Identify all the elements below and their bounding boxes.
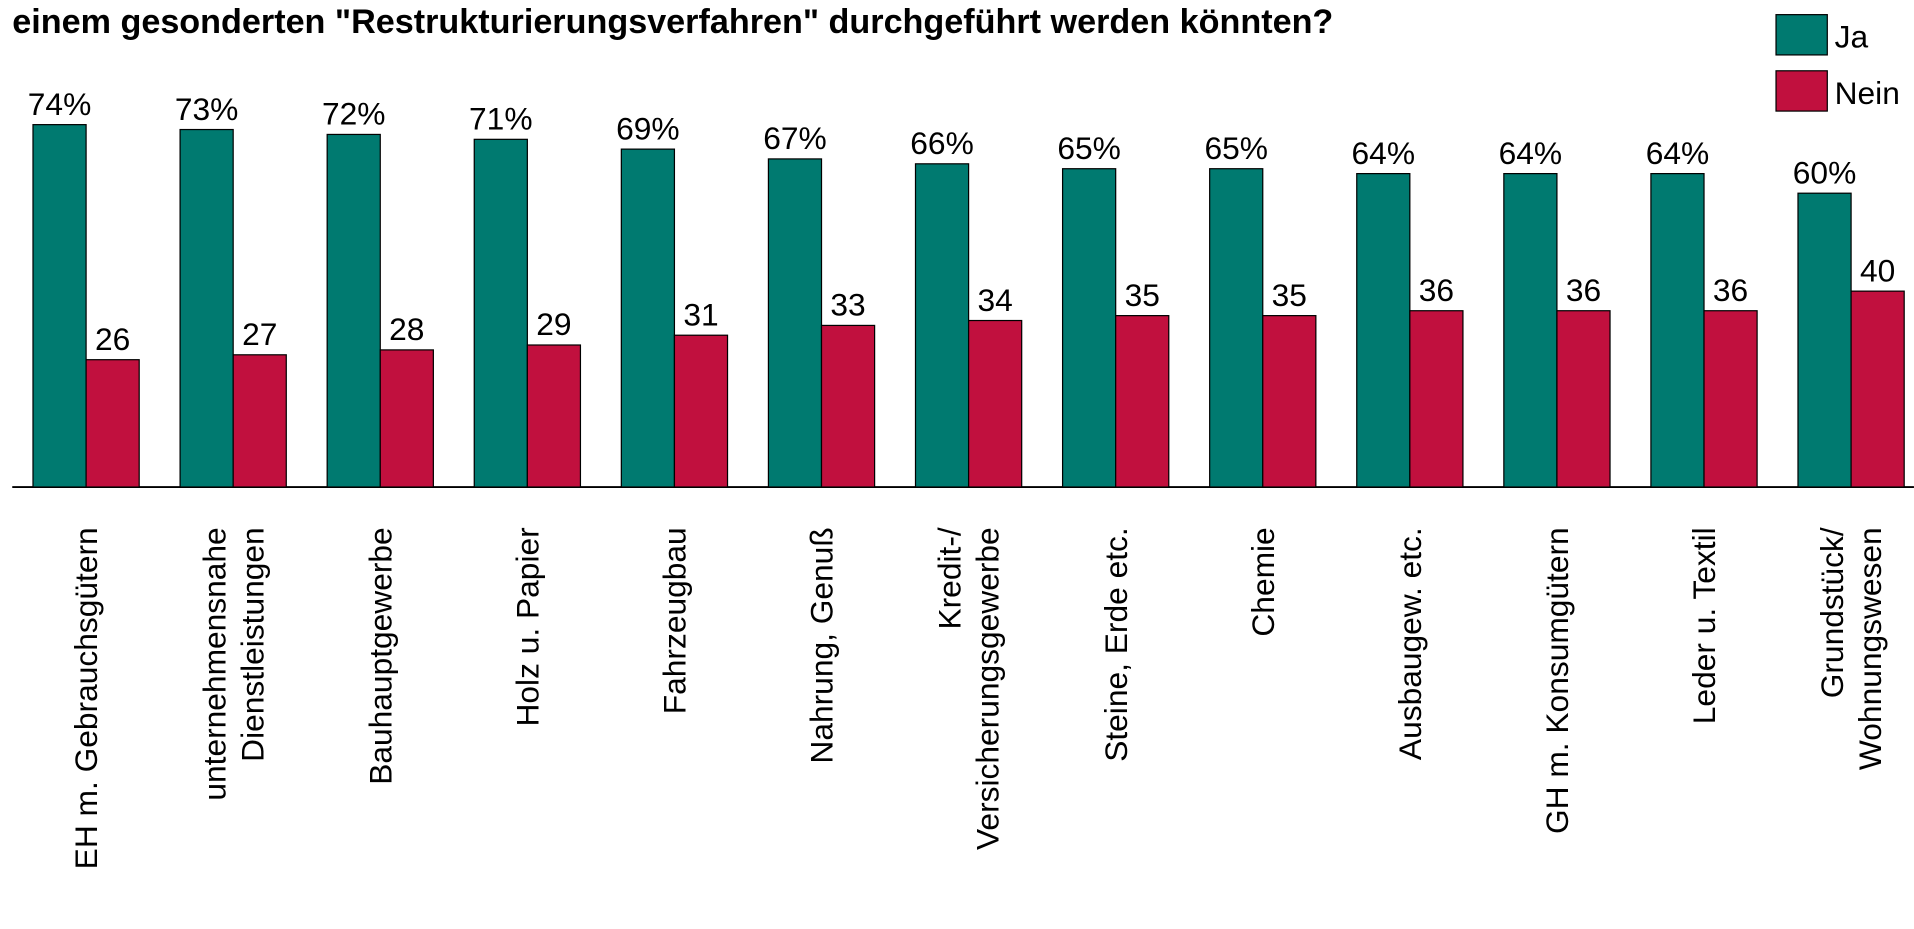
bar	[1650, 172, 1705, 488]
data-label: 33	[830, 287, 865, 323]
bar	[967, 319, 1023, 488]
x-tick-label: Steine, Erde etc.	[1098, 527, 1134, 762]
legend-swatch	[1775, 70, 1828, 112]
data-label: 65%	[1057, 130, 1120, 166]
bar	[232, 354, 287, 488]
data-label: 65%	[1204, 130, 1267, 166]
data-label: 34	[978, 282, 1013, 318]
data-label: 36	[1566, 272, 1601, 308]
x-tick-label: GH m. Konsumgütern	[1539, 527, 1575, 834]
data-label: 35	[1125, 277, 1160, 313]
data-label: 64%	[1352, 135, 1415, 171]
chart-title: einem gesonderten "Restrukturierungsverf…	[12, 3, 1333, 41]
bar	[1503, 172, 1558, 488]
data-label: 72%	[322, 96, 385, 132]
x-tick-label: Bauhauptgewerbe	[362, 527, 398, 784]
data-label: 40	[1860, 252, 1895, 288]
data-label: 36	[1419, 272, 1454, 308]
bar	[473, 138, 528, 488]
data-label: 73%	[175, 91, 238, 127]
x-tick-label: Grundstück/Wohnungswesen	[1814, 527, 1888, 770]
data-label: 64%	[1499, 135, 1562, 171]
bar	[820, 324, 876, 488]
bar	[620, 148, 676, 488]
bar	[1262, 315, 1317, 488]
data-label: 31	[683, 296, 718, 332]
x-tick-label: unternehmensnaheDienstleistungen	[196, 527, 270, 800]
bar	[1850, 290, 1905, 488]
bar	[379, 349, 434, 488]
data-label: 66%	[910, 125, 973, 161]
x-tick-label: Holz u. Papier	[509, 527, 545, 727]
bar	[32, 124, 87, 488]
x-tick-label: Ausbaugew. etc.	[1392, 527, 1428, 760]
data-label: 60%	[1793, 154, 1856, 190]
data-label: 35	[1272, 277, 1307, 313]
bar	[179, 128, 234, 488]
bar	[1356, 172, 1411, 488]
bar	[1115, 315, 1170, 488]
x-tick-label: Leder u. Textil	[1686, 527, 1722, 724]
bar	[1797, 192, 1852, 488]
data-label: 36	[1713, 272, 1748, 308]
bar	[1209, 168, 1264, 488]
x-tick-label: Chemie	[1245, 527, 1281, 636]
x-tick-label: Fahrzeugbau	[657, 527, 693, 714]
bar	[673, 334, 729, 488]
bar	[1409, 310, 1464, 488]
data-label: 67%	[763, 120, 826, 156]
bar	[326, 133, 381, 488]
data-label: 74%	[28, 86, 91, 122]
data-label: 27	[242, 316, 277, 352]
bar	[85, 359, 140, 488]
x-tick-label: Kredit-/Versicherungsgewerbe	[932, 527, 1006, 850]
data-label: 26	[95, 321, 130, 357]
legend-label: Ja	[1835, 19, 1869, 55]
legend-label: Nein	[1835, 75, 1900, 111]
data-label: 69%	[616, 110, 679, 146]
bar	[526, 344, 582, 488]
legend-swatch	[1775, 14, 1828, 56]
bar	[914, 163, 970, 488]
data-label: 29	[536, 306, 571, 342]
data-label: 64%	[1646, 135, 1709, 171]
bar	[1556, 310, 1611, 488]
data-label: 71%	[469, 101, 532, 137]
bar	[1061, 168, 1117, 488]
data-label: 28	[389, 311, 424, 347]
x-tick-label: EH m. Gebrauchsgütern	[68, 527, 104, 869]
bar	[1703, 310, 1758, 488]
x-tick-label: Nahrung, Genuß	[804, 527, 840, 763]
bar	[767, 158, 823, 488]
